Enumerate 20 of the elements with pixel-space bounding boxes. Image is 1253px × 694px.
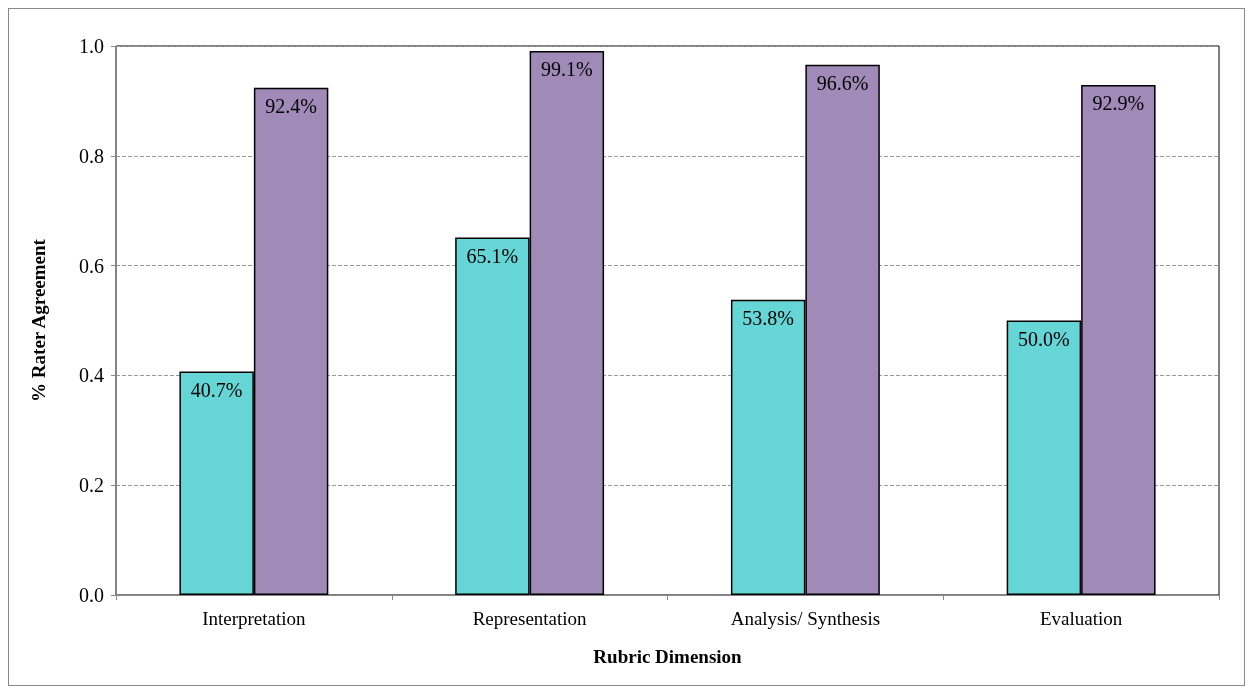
data-label: 53.8% — [742, 306, 794, 329]
data-label: 99.1% — [541, 57, 593, 80]
x-axis-title: Rubric Dimension — [593, 646, 743, 667]
y-tick-label: 0.2 — [79, 474, 104, 497]
data-label: 40.7% — [190, 378, 243, 401]
y-tick-label: 0.8 — [79, 144, 104, 167]
data-label: 65.1% — [466, 244, 519, 267]
data-label: 92.4% — [265, 94, 317, 117]
data-label: 92.9% — [1092, 91, 1145, 114]
y-tick-label: 0.0 — [79, 584, 104, 606]
x-tick-label: Representation — [472, 608, 588, 629]
x-tick-label: Interpretation — [202, 608, 307, 629]
data-label: 50.0% — [1018, 327, 1070, 350]
y-axis-title: % Rater Agreement — [28, 238, 49, 402]
x-tick-label: Evaluation — [1039, 608, 1123, 629]
x-tick-label: Analysis/ Synthesis — [730, 608, 881, 629]
y-tick-label: 0.6 — [79, 254, 104, 277]
y-tick-label: 0.4 — [79, 364, 104, 387]
data-label: 96.6% — [816, 71, 869, 94]
y-tick-label: 1.0 — [79, 35, 104, 57]
